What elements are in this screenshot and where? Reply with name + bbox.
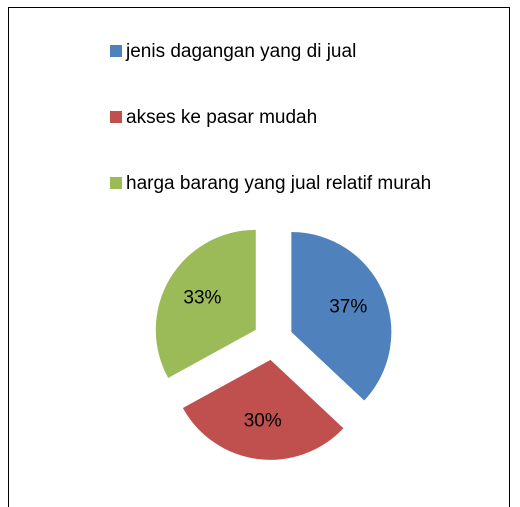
data-label: 30% (244, 410, 282, 431)
legend-label: harga barang yang jual relatif murah (126, 173, 432, 194)
legend-item: harga barang yang jual relatif murah (110, 172, 450, 196)
legend-label: akses ke pasar mudah (126, 107, 318, 128)
legend-item: akses ke pasar mudah (110, 106, 450, 130)
legend-swatch (110, 45, 122, 57)
chart-frame (8, 7, 510, 507)
data-label: 37% (329, 296, 367, 317)
legend-swatch (110, 177, 122, 189)
legend: jenis dagangan yang di jual akses ke pasa… (110, 40, 450, 238)
legend-swatch (110, 111, 122, 123)
pie-slice (155, 229, 256, 378)
data-label: 33% (183, 287, 221, 308)
legend-item: jenis dagangan yang di jual (110, 40, 450, 64)
pie-slice (182, 359, 344, 460)
legend-label: jenis dagangan yang di jual (126, 41, 357, 62)
pie-slice (291, 232, 392, 401)
